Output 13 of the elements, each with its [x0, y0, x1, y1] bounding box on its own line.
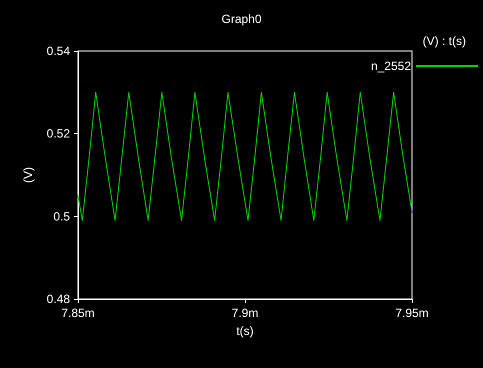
y-tick-label: 0.48 [46, 292, 70, 306]
line-series [78, 92, 412, 221]
x-tick-label: 7.9m [232, 306, 258, 320]
x-tick-label: 7.95m [395, 306, 429, 320]
y-axis-title: (V) [21, 167, 35, 183]
x-tick-label: 7.85m [61, 306, 95, 320]
y-tick-label: 0.52 [46, 126, 70, 141]
chart-title: Graph0 [221, 12, 262, 26]
series-label: n_2552 [370, 59, 412, 73]
y-tick-label: 0.54 [46, 44, 70, 58]
y-tick-label: 0.5 [53, 209, 70, 224]
x-axis-title: t(s) [236, 324, 254, 338]
legend-title: (V) : t(s) [422, 34, 466, 48]
